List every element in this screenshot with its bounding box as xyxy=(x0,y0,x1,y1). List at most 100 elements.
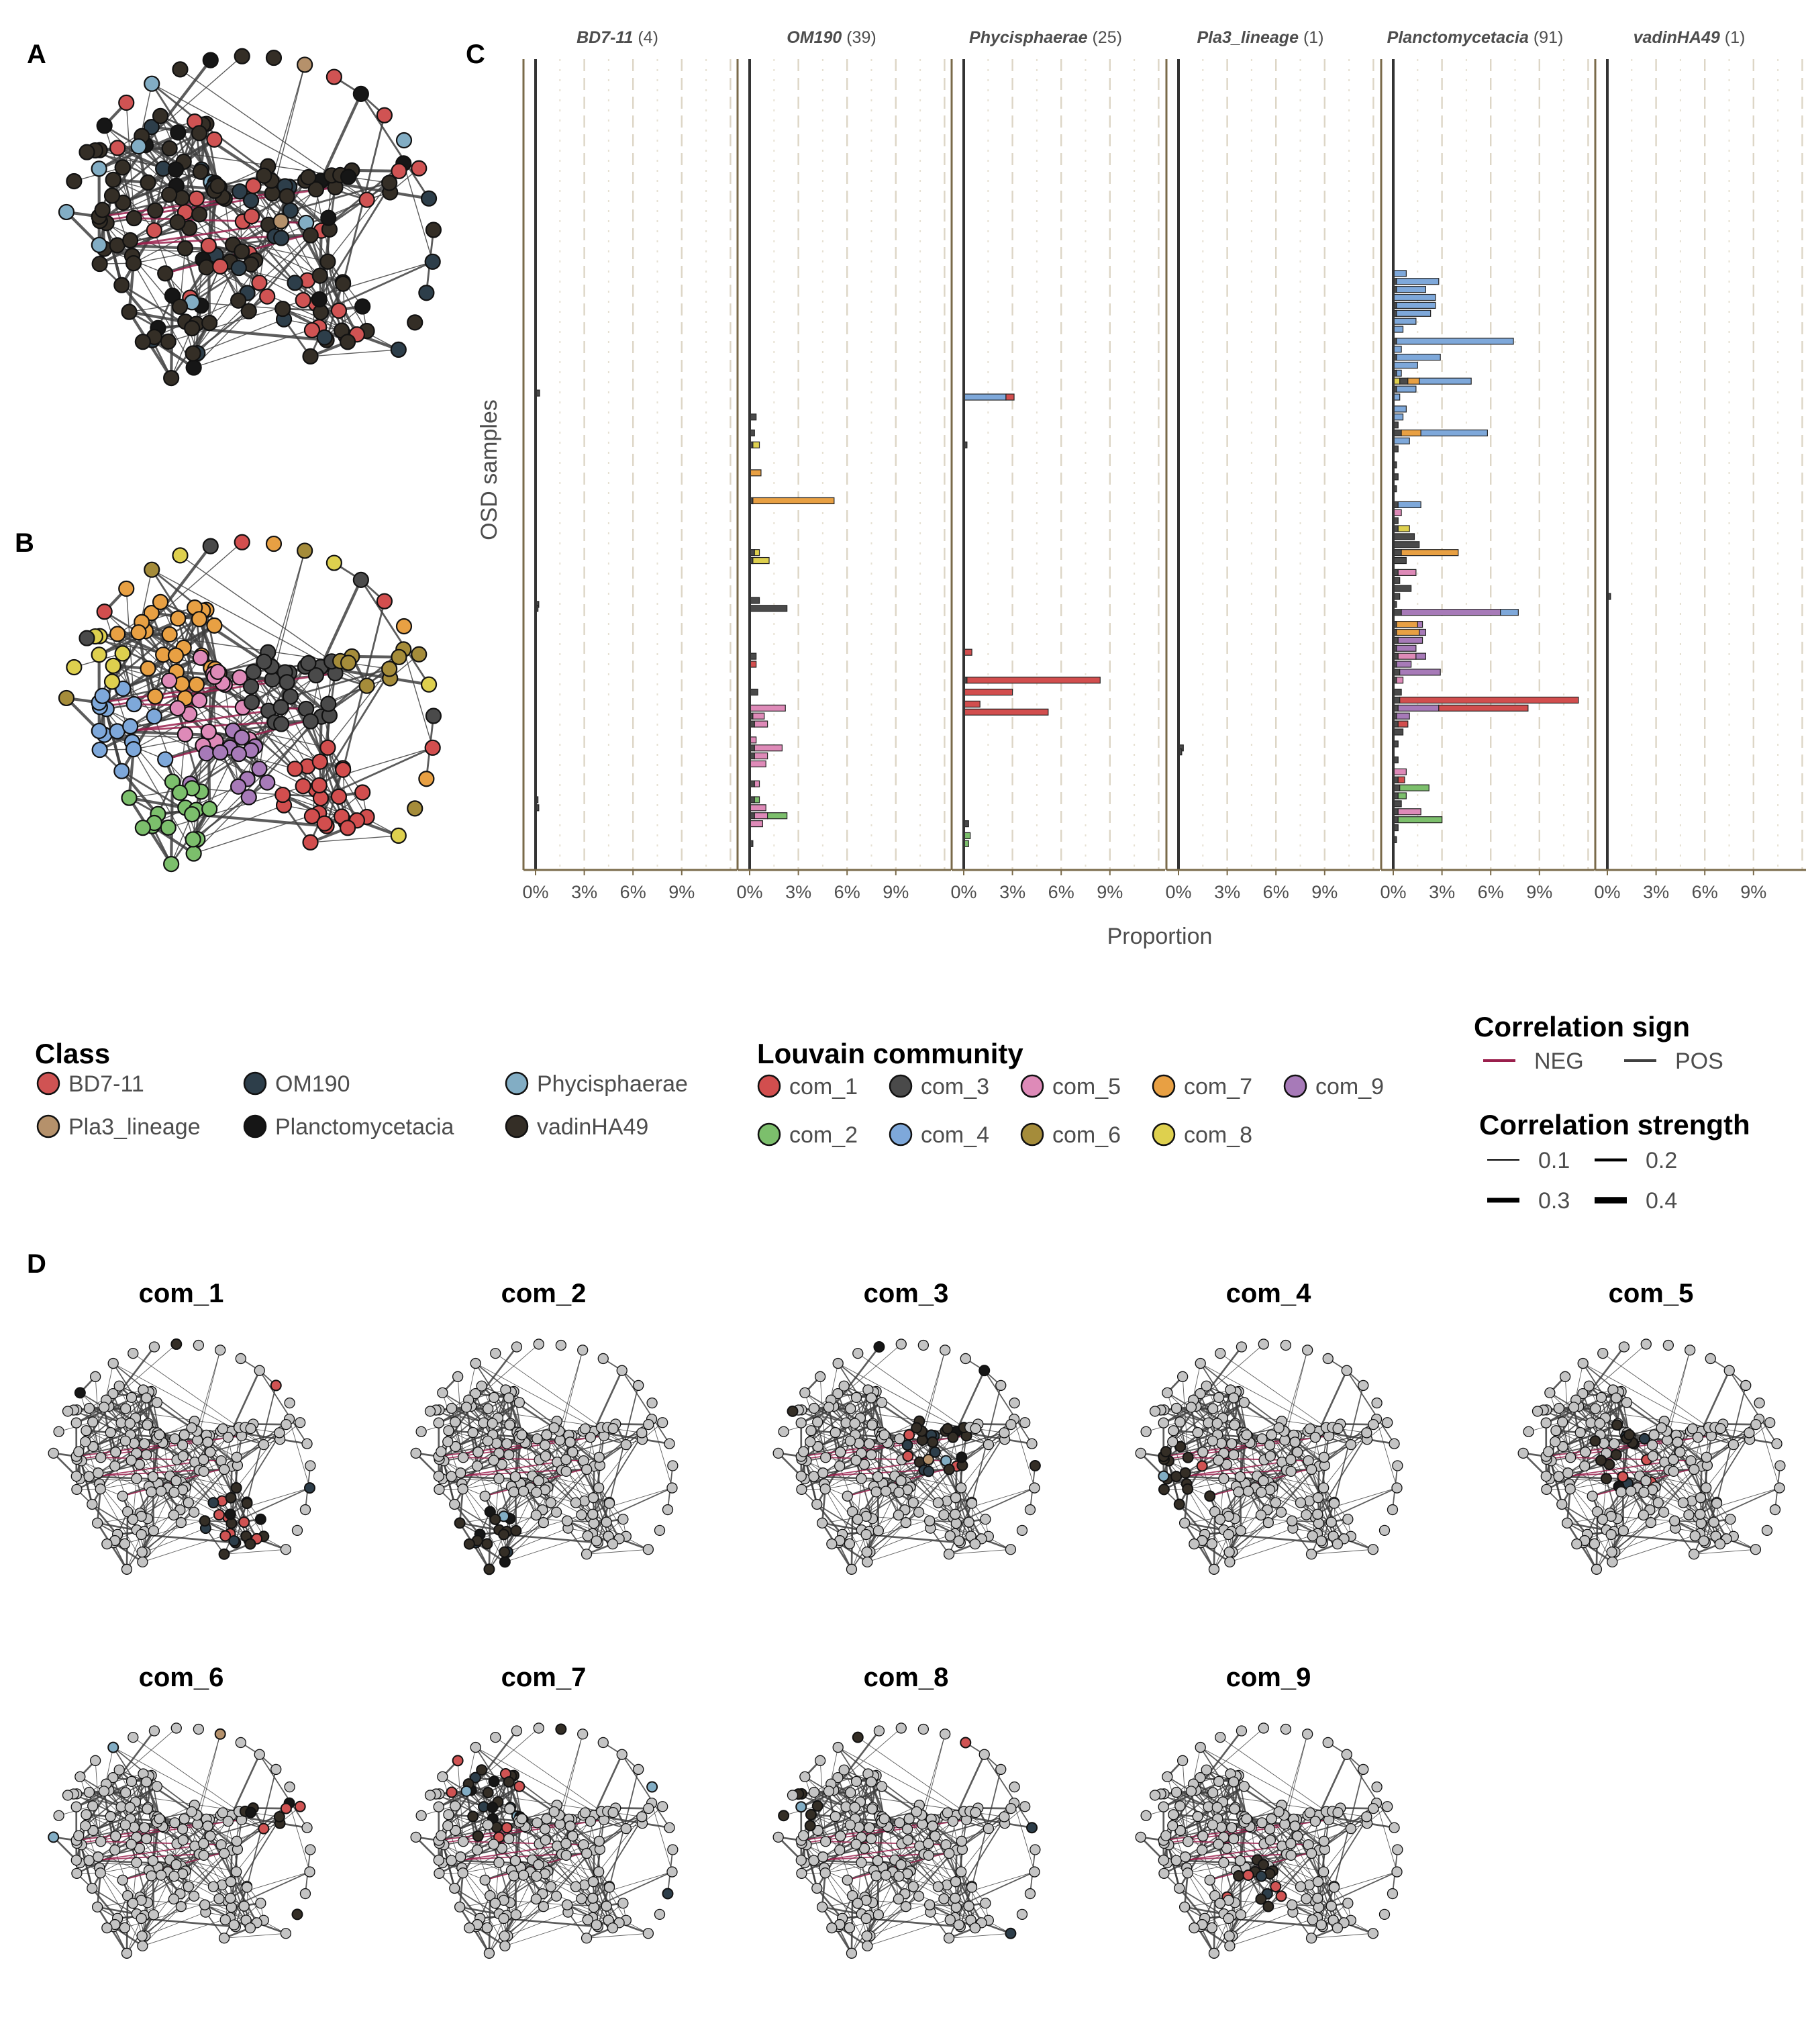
network-node xyxy=(1287,1515,1298,1526)
network-nodes xyxy=(1517,1339,1786,1575)
network-node xyxy=(95,1452,107,1463)
network-node xyxy=(201,800,218,818)
network-node xyxy=(1301,1509,1312,1520)
network-node xyxy=(58,689,75,707)
network-edge-positive xyxy=(928,1471,956,1498)
x-tick-label: 3% xyxy=(999,882,1025,902)
network-node xyxy=(805,1436,816,1447)
network-edge-negative xyxy=(89,1469,200,1477)
bar-segment xyxy=(1407,377,1420,385)
network-node xyxy=(95,1483,106,1495)
x-tick-label: 3% xyxy=(571,882,597,902)
network-node xyxy=(136,1931,148,1942)
network-node xyxy=(1580,1447,1591,1458)
network-node xyxy=(167,647,185,664)
network-node xyxy=(1158,1417,1169,1428)
network-node xyxy=(280,1802,292,1814)
legend-class-label: Planctomycetacia xyxy=(275,1114,454,1140)
network-node xyxy=(1392,1460,1403,1471)
legend-community-item: com_8 xyxy=(1152,1122,1252,1148)
network-node xyxy=(80,1820,91,1831)
network-node xyxy=(593,1451,605,1463)
network-node xyxy=(1754,1397,1765,1409)
bar-segment xyxy=(1393,585,1412,592)
network-node xyxy=(201,314,218,332)
network-node xyxy=(420,190,438,207)
network-node xyxy=(1201,1380,1212,1392)
network-node xyxy=(256,167,272,184)
network-node xyxy=(209,663,226,680)
network-node xyxy=(1264,1451,1276,1462)
legend-class-label: BD7-11 xyxy=(68,1071,144,1097)
network-node xyxy=(787,1405,799,1417)
network-node xyxy=(98,1786,110,1797)
network-node xyxy=(119,1538,131,1549)
community-panel-com_3: com_3 xyxy=(772,1279,1041,1575)
network-node xyxy=(141,1392,152,1404)
network-node xyxy=(487,1418,498,1429)
network-node xyxy=(161,672,178,689)
community-panel-com_5: com_5 xyxy=(1517,1279,1786,1575)
network-edge-positive xyxy=(507,1528,568,1553)
network-node xyxy=(880,1486,892,1497)
network-edge-positive xyxy=(224,1549,286,1555)
network-node xyxy=(147,1855,159,1867)
network-node xyxy=(225,1892,236,1904)
network-node xyxy=(943,1463,955,1475)
bar-segment xyxy=(1397,720,1409,728)
network-edge-positive xyxy=(855,1460,873,1519)
network-node xyxy=(121,1947,133,1959)
network-node xyxy=(300,168,317,186)
network-node xyxy=(119,1435,131,1447)
network-node xyxy=(311,291,328,308)
legend-class-swatch xyxy=(243,1114,267,1138)
network-node xyxy=(1550,1425,1562,1437)
network-node xyxy=(849,1418,860,1429)
network-node xyxy=(155,1486,167,1497)
network-node xyxy=(217,1807,229,1818)
network-node xyxy=(1167,1436,1178,1447)
network-node xyxy=(1305,1549,1317,1560)
network-edge-positive xyxy=(270,64,305,181)
bar-segment xyxy=(1397,816,1443,824)
network-node xyxy=(425,708,442,724)
facet-Pla3_lineage: Pla3_lineage (1)0% 3% 6% 9% xyxy=(1165,28,1380,902)
legend-strength-label: 0.2 xyxy=(1646,1148,1677,1173)
network-node xyxy=(143,119,160,136)
bar-segment xyxy=(1393,318,1417,325)
network-node xyxy=(1540,1417,1552,1428)
network-node xyxy=(1640,1339,1652,1350)
network-node xyxy=(1016,1524,1028,1537)
bar-segment xyxy=(1401,609,1501,616)
network-node xyxy=(1725,1514,1736,1525)
network-node xyxy=(1705,1353,1716,1365)
network-node xyxy=(319,253,336,270)
network-node xyxy=(852,1514,864,1525)
network-node xyxy=(395,132,413,149)
network-node xyxy=(230,1482,242,1494)
bar-segment xyxy=(749,804,766,812)
network-edge-positive xyxy=(203,1471,232,1498)
network-edge-positive xyxy=(566,1471,594,1498)
network-node xyxy=(294,1800,306,1812)
network-node xyxy=(805,1425,817,1437)
facet-name: Planctomycetacia xyxy=(1387,28,1534,47)
network-node xyxy=(352,85,369,102)
network-node xyxy=(225,1492,237,1504)
network-node xyxy=(581,1463,593,1475)
network-edge-positive xyxy=(258,1370,308,1445)
network-edge-positive xyxy=(142,1512,195,1553)
legend-class-swatch xyxy=(243,1071,267,1096)
network-node xyxy=(83,1402,95,1414)
network-node xyxy=(1264,1439,1276,1451)
network-node xyxy=(66,659,83,676)
network-edge-positive xyxy=(197,716,322,840)
network-node xyxy=(1638,1486,1650,1498)
network-node xyxy=(110,1831,121,1842)
network-node xyxy=(184,806,201,823)
network-node xyxy=(311,753,328,770)
network-node xyxy=(311,267,328,284)
network-edge-positive xyxy=(811,1430,956,1498)
network-node xyxy=(295,292,311,309)
network-node xyxy=(143,605,160,622)
